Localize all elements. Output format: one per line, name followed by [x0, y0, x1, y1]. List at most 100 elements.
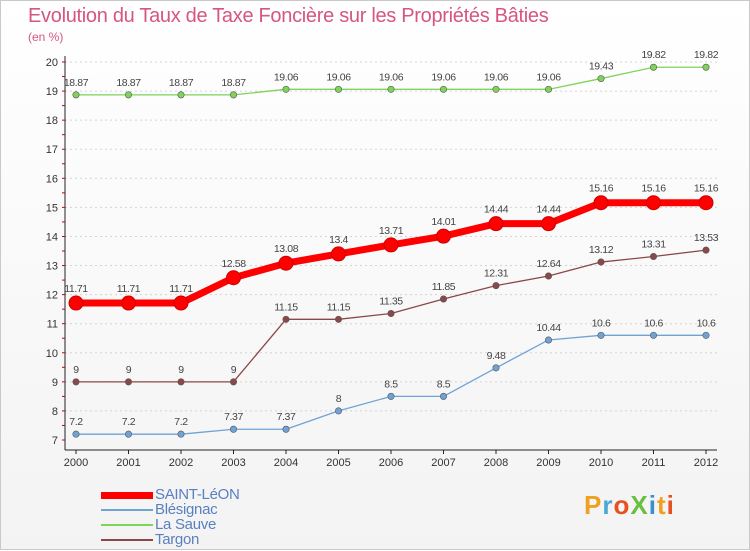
- x-tick-label: 2011: [642, 457, 666, 469]
- data-point: [383, 237, 399, 253]
- y-tick-label: 7: [52, 435, 58, 447]
- data-point: [593, 195, 609, 211]
- data-point: [702, 246, 710, 254]
- data-point: [544, 336, 552, 344]
- data-label: 12.58: [221, 258, 246, 270]
- data-label: 7.37: [224, 411, 243, 423]
- data-point: [544, 272, 552, 280]
- data-label: 9: [231, 364, 237, 376]
- data-point: [492, 282, 500, 290]
- data-label: 13.53: [694, 232, 719, 244]
- data-point: [72, 378, 80, 386]
- y-tick-label: 13: [46, 261, 58, 273]
- x-tick-label: 2009: [536, 457, 560, 469]
- data-label: 13.71: [379, 225, 404, 237]
- data-label: 13.31: [641, 239, 666, 251]
- data-point: [702, 331, 710, 339]
- data-point: [646, 195, 661, 211]
- y-tick-label: 9: [52, 377, 58, 389]
- data-label: 12.64: [536, 258, 561, 270]
- data-label: 8.5: [437, 378, 451, 390]
- legend-swatch: [101, 491, 153, 499]
- data-point: [649, 63, 657, 71]
- data-point: [331, 246, 346, 262]
- data-point: [439, 392, 447, 400]
- y-tick-label: 18: [46, 115, 58, 127]
- data-point: [439, 85, 447, 93]
- data-label: 19.82: [641, 49, 666, 61]
- data-label: 8.5: [384, 378, 398, 390]
- logo-letter: P: [584, 490, 603, 520]
- data-point: [177, 91, 185, 99]
- data-label: 19.06: [326, 71, 351, 83]
- logo-letter: r: [602, 490, 614, 520]
- data-label: 15.16: [641, 183, 666, 195]
- x-tick-label: 2012: [694, 457, 718, 469]
- data-label: 18.87: [64, 77, 89, 89]
- data-point: [226, 270, 241, 286]
- x-tick-label: 2008: [484, 457, 508, 469]
- data-point: [597, 331, 605, 339]
- data-point: [282, 425, 290, 433]
- legend-label: SAINT-LéON: [155, 486, 240, 503]
- data-label: 13.12: [589, 244, 614, 256]
- data-label: 7.2: [174, 416, 188, 428]
- data-point: [125, 430, 133, 438]
- data-label: 12.31: [484, 268, 509, 280]
- logo-letter: i: [648, 490, 657, 520]
- data-point: [177, 378, 185, 386]
- data-point: [541, 216, 556, 232]
- data-label: 19.06: [431, 71, 456, 83]
- x-tick-label: 2003: [221, 457, 245, 469]
- legend-label: Targon: [155, 531, 200, 548]
- x-tick-label: 2000: [64, 457, 88, 469]
- data-label: 19.43: [589, 61, 614, 73]
- data-label: 13.08: [274, 243, 299, 255]
- data-point: [439, 295, 447, 303]
- data-label: 13.4: [329, 234, 348, 246]
- proxiti-logo: ProXiti: [584, 490, 675, 521]
- data-label: 11.71: [64, 283, 88, 295]
- y-tick-label: 17: [46, 144, 58, 156]
- logo-letter: t: [656, 490, 667, 520]
- data-label: 10.6: [644, 317, 663, 329]
- legend-swatch: [101, 539, 153, 541]
- x-tick-label: 2010: [589, 457, 613, 469]
- y-tick-label: 15: [46, 202, 58, 214]
- data-label: 15.16: [589, 183, 614, 195]
- y-tick-label: 14: [46, 231, 58, 243]
- data-point: [334, 85, 342, 93]
- data-label: 10.44: [536, 322, 561, 334]
- x-tick-label: 2005: [326, 457, 350, 469]
- data-point: [597, 75, 605, 83]
- data-label: 9: [126, 364, 132, 376]
- data-label: 11.71: [117, 283, 141, 295]
- data-label: 19.06: [379, 71, 404, 83]
- data-point: [597, 258, 605, 266]
- x-tick-label: 2002: [169, 457, 193, 469]
- data-label: 7.2: [69, 416, 83, 428]
- data-label: 19.06: [484, 71, 509, 83]
- data-label: 14.44: [484, 204, 509, 216]
- data-point: [387, 310, 395, 318]
- data-label: 8: [336, 393, 342, 405]
- data-label: 15.16: [694, 183, 719, 195]
- data-point: [334, 315, 342, 323]
- data-point: [68, 295, 84, 311]
- data-label: 18.87: [116, 77, 141, 89]
- data-point: [649, 331, 657, 339]
- data-point: [492, 85, 500, 93]
- logo-letter: i: [666, 490, 675, 520]
- data-point: [177, 430, 185, 438]
- x-tick-label: 2007: [431, 457, 455, 469]
- data-point: [334, 407, 342, 415]
- data-label: 7.2: [122, 416, 136, 428]
- data-point: [278, 255, 294, 271]
- data-label: 9.48: [487, 350, 506, 362]
- x-tick-label: 2001: [116, 457, 140, 469]
- data-label: 14.01: [431, 216, 456, 228]
- data-point: [230, 91, 238, 99]
- data-label: 18.87: [221, 77, 246, 89]
